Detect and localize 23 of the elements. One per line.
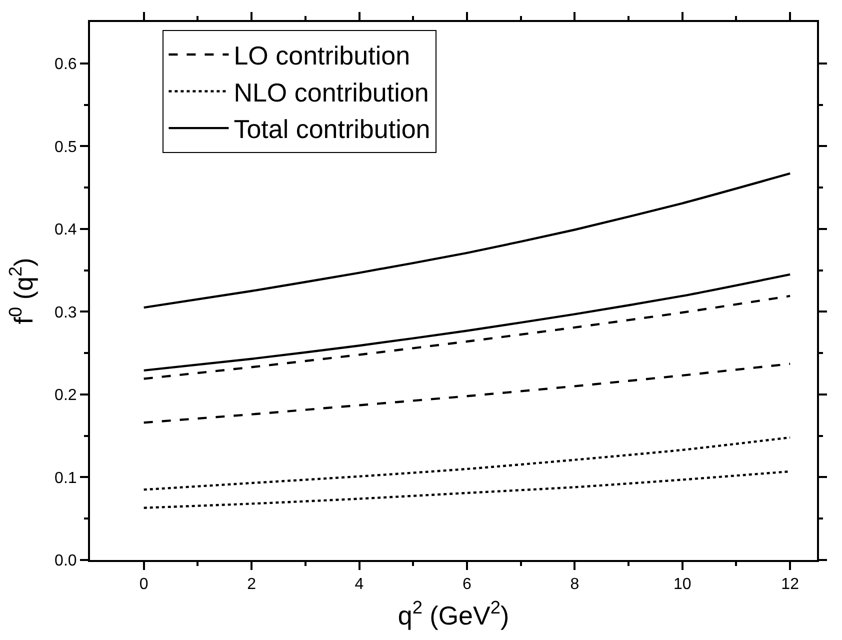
y-tick-label: 0.6 [54,56,77,73]
line-series [142,273,792,372]
legend-label: NLO contribution [234,77,429,108]
line-series [142,362,792,424]
y-tick-label: 0.0 [54,552,77,570]
x-tick-label: 2 [247,576,256,594]
y-tick-label: 0.2 [54,387,77,404]
y-tick-label: 0.3 [54,304,77,322]
y-tick-label: 0.5 [54,138,77,156]
line-series [142,294,792,380]
x-tick-label: 6 [462,576,472,594]
y-tick-label: 0.4 [54,222,77,239]
y-tick-label: 0.1 [54,470,77,487]
line-series [142,436,792,491]
x-tick-label: 8 [570,576,580,594]
x-axis-title: q$^{2}$ (GeV$^{2}$) [398,597,510,630]
x-tick-label: 0 [139,576,148,594]
x-tick-label: 4 [354,576,364,594]
legend-label: LO contribution [234,40,410,71]
line-series [142,172,792,309]
x-tick-label: 12 [781,576,800,594]
x-tick-label: 10 [673,576,692,594]
legend-label: Total contribution [234,114,430,144]
